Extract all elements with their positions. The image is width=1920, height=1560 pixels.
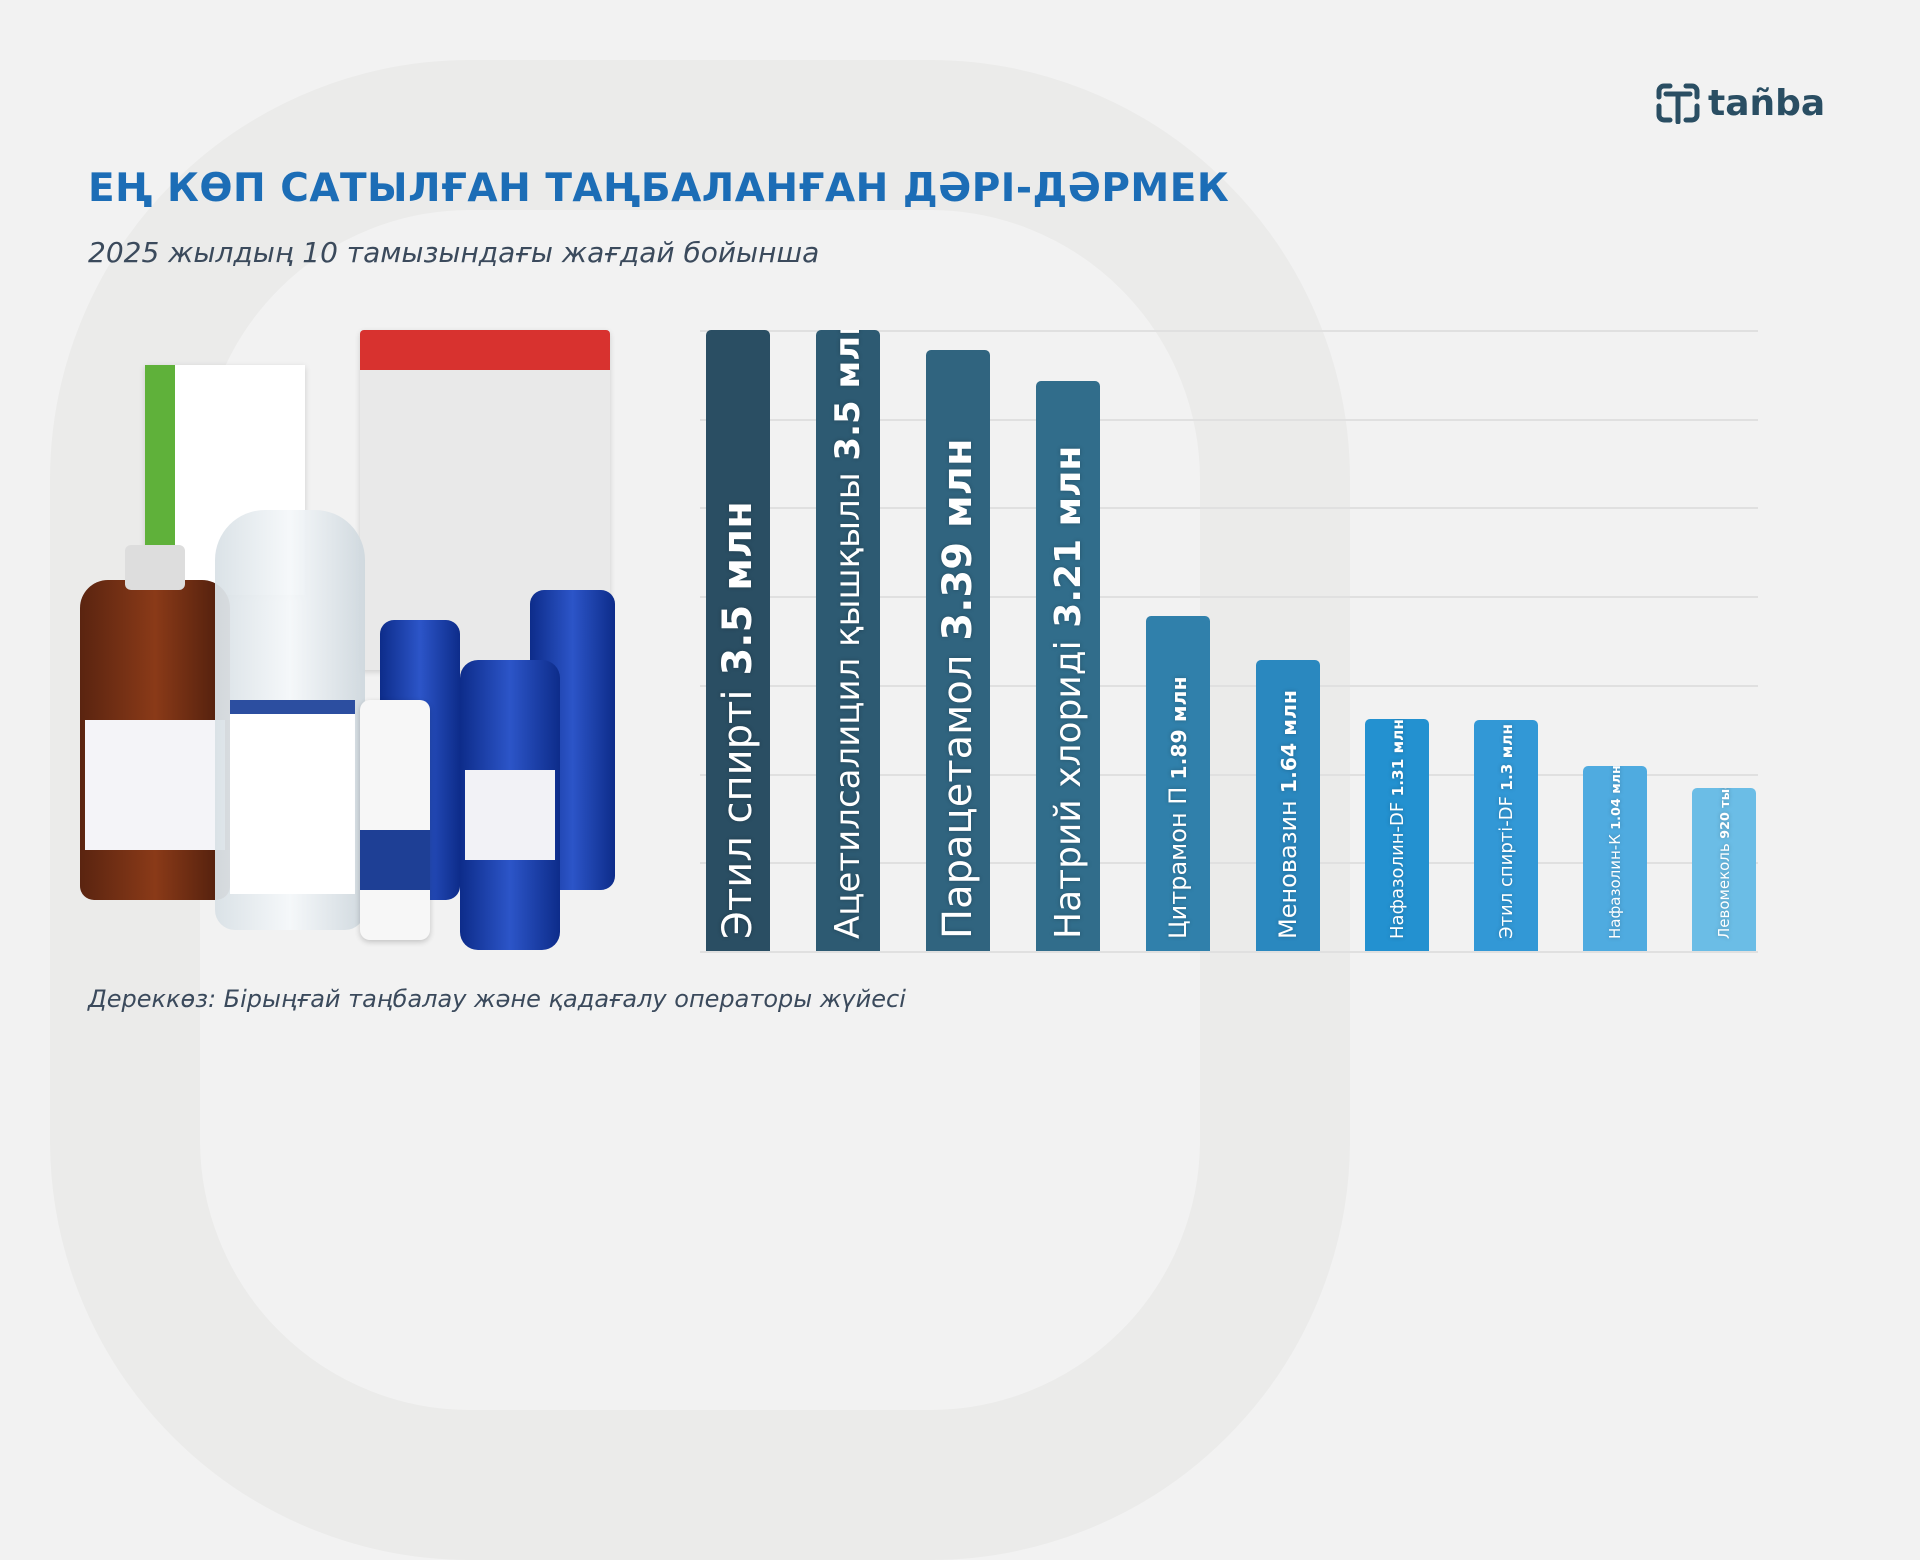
gridline bbox=[700, 684, 1758, 687]
value-label: 1.04 млн bbox=[1609, 766, 1624, 830]
gridline bbox=[700, 951, 1758, 953]
value-label: 1.89 млн bbox=[1167, 676, 1191, 780]
source-note: Дереккөз: Бірыңғай таңбалау және қадағал… bbox=[88, 985, 906, 1013]
bar-label: Парацетамол 3.39 млн bbox=[935, 438, 981, 939]
bar-label: Натрий хлориді 3.21 млн bbox=[1048, 446, 1089, 939]
gridline bbox=[700, 330, 1758, 332]
gridline bbox=[700, 862, 1758, 865]
bar: Этил спирті 3.5 млн bbox=[706, 330, 770, 951]
ethanol-label bbox=[85, 720, 225, 850]
value-label: 1.64 млн bbox=[1277, 690, 1301, 794]
bar-label: Ацетилсалицил қышқылы 3.5 млн bbox=[828, 330, 868, 939]
products-image bbox=[60, 320, 660, 970]
category-label: Парацетамол bbox=[935, 654, 981, 939]
page-title: ЕҢ КӨП САТЫЛҒАН ТАҢБАЛАНҒАН ДӘРІ-ДӘРМЕК bbox=[88, 166, 1230, 211]
bar-label: Этил спирті-DF 1.3 млн bbox=[1496, 724, 1517, 939]
bar-label: Нафазолин-К 1.04 млн bbox=[1606, 766, 1624, 939]
bar-label: Левомеколь 920 тыс bbox=[1715, 788, 1733, 939]
saline-label bbox=[230, 700, 355, 894]
value-label: 1.3 млн bbox=[1497, 723, 1516, 791]
tanba-logo: tañba bbox=[1656, 82, 1825, 124]
value-label: 3.39 млн bbox=[935, 438, 981, 641]
ethanol-cap bbox=[125, 545, 185, 590]
category-label: Левомеколь bbox=[1715, 843, 1733, 939]
value-label: 920 тыс bbox=[1718, 787, 1733, 839]
bar: Цитрамон П 1.89 млн bbox=[1146, 615, 1210, 951]
category-label: Меновазин bbox=[1274, 800, 1302, 939]
logo-text: tañba bbox=[1708, 82, 1826, 124]
nafazolin-bottle bbox=[360, 700, 430, 940]
aspirin-pack bbox=[360, 330, 610, 670]
bar-label: Этил спирті 3.5 млн bbox=[715, 501, 761, 939]
value-label: 3.5 млн bbox=[828, 330, 868, 461]
gridline bbox=[700, 418, 1758, 421]
spray-label bbox=[465, 770, 555, 860]
category-label: Нафазолин-К bbox=[1606, 834, 1624, 939]
bar: Парацетамол 3.39 млн bbox=[926, 349, 990, 951]
bar: Этил спирті-DF 1.3 млн bbox=[1474, 720, 1538, 951]
value-label: 3.5 млн bbox=[715, 501, 761, 676]
bar: Меновазин 1.64 млн bbox=[1256, 660, 1320, 951]
nafazolin-label bbox=[360, 830, 430, 890]
category-label: Нафазолин-DF bbox=[1386, 801, 1408, 939]
category-label: Ацетилсалицил қышқылы bbox=[828, 472, 868, 939]
value-label: 3.21 млн bbox=[1047, 445, 1089, 628]
category-label: Этил спирті-DF bbox=[1495, 796, 1517, 939]
bar: Нафазолин-DF 1.31 млн bbox=[1365, 718, 1429, 951]
bar: Нафазолин-К 1.04 млн bbox=[1583, 766, 1647, 951]
bar-label: Нафазолин-DF 1.31 млн bbox=[1387, 719, 1408, 939]
category-label: Этил спирті bbox=[715, 689, 761, 939]
bar: Ацетилсалицил қышқылы 3.5 млн bbox=[816, 330, 880, 951]
value-label: 1.31 млн bbox=[1388, 719, 1407, 797]
gridline bbox=[700, 773, 1758, 776]
gridline bbox=[700, 507, 1758, 510]
tanba-logo-icon bbox=[1656, 83, 1700, 124]
bar-label: Меновазин 1.64 млн bbox=[1274, 690, 1302, 939]
gridline bbox=[700, 596, 1758, 599]
bar-label: Цитрамон П 1.89 млн bbox=[1164, 676, 1192, 939]
bar: Левомеколь 920 тыс bbox=[1692, 787, 1756, 951]
bar-chart: Этил спирті 3.5 млн Ацетилсалицил қышқылы 3… bbox=[700, 330, 1758, 953]
bar: Натрий хлориді 3.21 млн bbox=[1036, 381, 1100, 951]
category-label: Натрий хлориді bbox=[1047, 640, 1089, 939]
page-subtitle: 2025 жылдың 10 тамызындағы жағдай бойынш… bbox=[88, 236, 820, 269]
category-label: Цитрамон П bbox=[1164, 786, 1192, 939]
